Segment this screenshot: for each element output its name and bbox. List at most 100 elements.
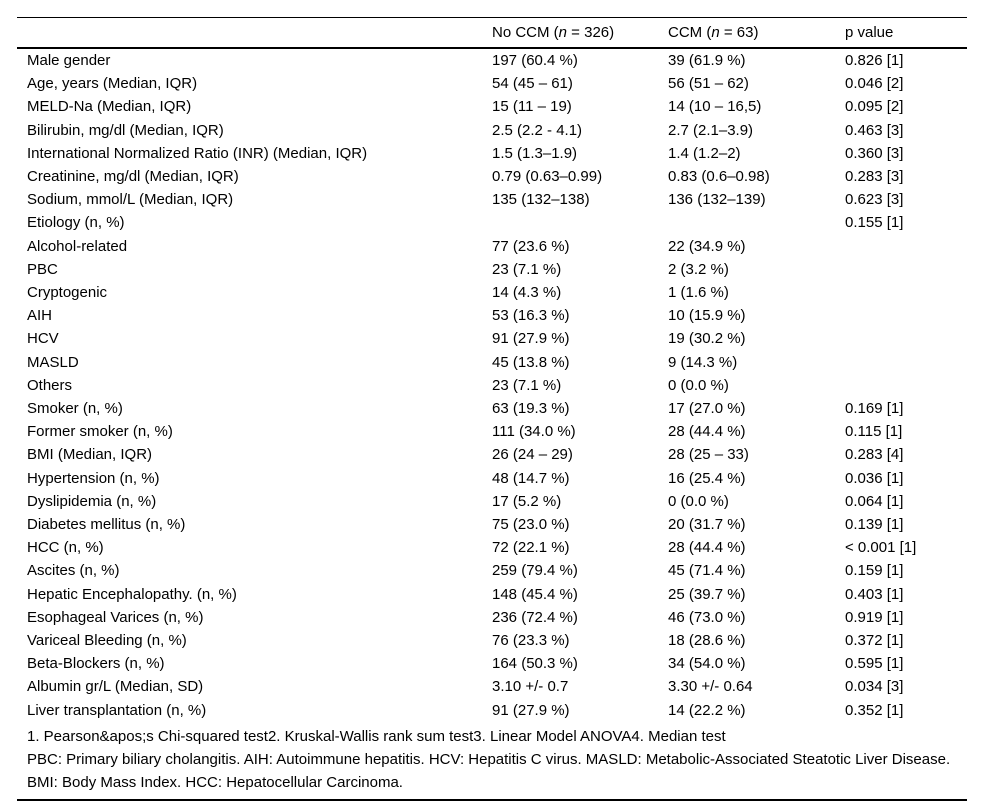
p-value: 0.919 [1] <box>845 608 904 626</box>
no-ccm-value: 48 (14.7 %) <box>492 469 570 487</box>
row-label: Dyslipidemia (n, %) <box>27 492 157 510</box>
p-value: 0.623 [3] <box>845 191 904 209</box>
p-value: 0.403 [1] <box>845 585 904 603</box>
header-ccm-prefix: CCM ( <box>668 24 712 41</box>
no-ccm-value: 72 (22.1 %) <box>492 539 570 557</box>
no-ccm-value: 164 (50.3 %) <box>492 655 578 673</box>
no-ccm-value: 75 (23.0 %) <box>492 516 570 534</box>
table-row: Bilirubin, mg/dl (Median, IQR) 2.5 (2.2 … <box>17 119 967 142</box>
row-label: Diabetes mellitus (n, %) <box>27 516 186 534</box>
ccm-value: 16 (25.4 %) <box>668 469 746 487</box>
table-row: HCV 91 (27.9 %) 19 (30.2 %) <box>17 327 967 350</box>
row-label: Male gender <box>27 52 111 69</box>
p-value: 0.159 [1] <box>845 562 904 580</box>
p-value <box>845 258 967 281</box>
p-value: 0.064 [1] <box>845 492 904 510</box>
header-ccm-n: n <box>711 24 720 41</box>
table-row: MASLD 45 (13.8 %) 9 (14.3 %) <box>17 351 967 374</box>
header-no-ccm: No CCM (n = 326) <box>492 17 668 49</box>
table-row: Etiology (n, %) 0.155 [1] <box>17 211 967 234</box>
row-label: Sodium, mmol/L (Median, IQR) <box>27 191 234 209</box>
table-body: Male gender 197 (60.4 %) 39 (61.9 %) 0.8… <box>17 48 967 722</box>
ccm-value: 1.4 (1.2–2) <box>668 144 741 162</box>
no-ccm-value: 45 (13.8 %) <box>492 353 570 371</box>
p-value: 0.283 [4] <box>845 446 904 464</box>
row-label: Alcohol-related <box>27 237 128 255</box>
table-row: Variceal Bleeding (n, %) 76 (23.3 %) 18 … <box>17 629 967 652</box>
table-row: Male gender 197 (60.4 %) 39 (61.9 %) 0.8… <box>17 48 967 72</box>
table-row: HCC (n, %) 72 (22.1 %) 28 (44.4 %) < 0.0… <box>17 536 967 559</box>
header-empty-cell <box>17 17 492 49</box>
ccm-value: 19 (30.2 %) <box>668 330 746 348</box>
ccm-value: 22 (34.9 %) <box>668 237 746 255</box>
no-ccm-value: 91 (27.9 %) <box>492 330 570 348</box>
no-ccm-value <box>492 211 668 234</box>
ccm-value: 9 (14.3 %) <box>668 353 738 371</box>
ccm-value: 34 (54.0 %) <box>668 655 746 673</box>
row-label: Cryptogenic <box>27 284 108 302</box>
ccm-value: 46 (73.0 %) <box>668 608 746 626</box>
p-value: 0.169 [1] <box>845 400 904 418</box>
table-row: Ascites (n, %) 259 (79.4 %) 45 (71.4 %) … <box>17 559 967 582</box>
p-value: 0.095 [2] <box>845 98 904 116</box>
p-value: 0.463 [3] <box>845 121 904 139</box>
p-value <box>845 351 967 374</box>
no-ccm-value: 23 (7.1 %) <box>492 376 562 394</box>
row-label: Creatinine, mg/dl (Median, IQR) <box>27 168 239 186</box>
table-row: Dyslipidemia (n, %) 17 (5.2 %) 0 (0.0 %)… <box>17 490 967 513</box>
baseline-characteristics-table: No CCM (n = 326) CCM (n = 63) p value Ma… <box>17 17 967 722</box>
no-ccm-value: 26 (24 – 29) <box>492 446 573 464</box>
table-row: Albumin gr/L (Median, SD) 3.10 +/- 0.7 3… <box>17 675 967 698</box>
header-no-ccm-n: n <box>558 24 568 41</box>
footnote-abbreviations: PBC: Primary biliary cholangitis. AIH: A… <box>27 750 951 791</box>
no-ccm-value: 53 (16.3 %) <box>492 307 570 325</box>
row-label: Liver transplantation (n, %) <box>27 701 207 719</box>
ccm-value: 136 (132–139) <box>668 191 766 209</box>
no-ccm-value: 76 (23.3 %) <box>492 632 570 650</box>
table-row: Esophageal Varices (n, %) 236 (72.4 %) 4… <box>17 606 967 629</box>
ccm-value: 0 (0.0 %) <box>668 376 729 394</box>
table-row: BMI (Median, IQR) 26 (24 – 29) 28 (25 – … <box>17 443 967 466</box>
p-value: 0.036 [1] <box>845 469 904 487</box>
table-row: Sodium, mmol/L (Median, IQR) 135 (132–13… <box>17 188 967 211</box>
p-value: 0.155 [1] <box>845 214 904 232</box>
row-label: MASLD <box>27 353 79 371</box>
ccm-value: 17 (27.0 %) <box>668 400 746 418</box>
ccm-value: 14 (22.2 %) <box>668 701 746 719</box>
header-no-ccm-suffix: = 326) <box>567 24 615 41</box>
p-value: 0.139 [1] <box>845 516 904 534</box>
table-row: Former smoker (n, %) 111 (34.0 %) 28 (44… <box>17 420 967 443</box>
ccm-value: 10 (15.9 %) <box>668 307 746 325</box>
p-value <box>845 327 967 350</box>
row-label: Former smoker (n, %) <box>27 423 173 441</box>
row-label: HCV <box>27 330 59 348</box>
p-value: 0.115 [1] <box>845 423 903 441</box>
p-value: 0.034 [3] <box>845 678 904 696</box>
p-value: 0.826 [1] <box>845 52 904 69</box>
table-row: Creatinine, mg/dl (Median, IQR) 0.79 (0.… <box>17 165 967 188</box>
baseline-characteristics-sheet: No CCM (n = 326) CCM (n = 63) p value Ma… <box>17 17 967 801</box>
p-value <box>845 235 967 258</box>
ccm-value: 3.30 +/- 0.64 <box>668 678 753 696</box>
row-label: BMI (Median, IQR) <box>27 446 153 464</box>
ccm-value: 0 (0.0 %) <box>668 492 729 510</box>
table-footnotes: 1. Pearson&apos;s Chi-squared test2. Kru… <box>17 722 967 801</box>
table-row: MELD-Na (Median, IQR) 15 (11 – 19) 14 (1… <box>17 95 967 118</box>
p-value <box>845 304 967 327</box>
no-ccm-value: 111 (34.0 %) <box>492 423 576 441</box>
row-label: Age, years (Median, IQR) <box>27 75 198 93</box>
row-label: AIH <box>27 307 53 325</box>
ccm-value: 2 (3.2 %) <box>668 260 729 278</box>
no-ccm-value: 14 (4.3 %) <box>492 284 562 302</box>
p-value <box>845 374 967 397</box>
ccm-value: 18 (28.6 %) <box>668 632 746 650</box>
row-label: HCC (n, %) <box>27 539 104 557</box>
ccm-value: 25 (39.7 %) <box>668 585 746 603</box>
ccm-value: 28 (25 – 33) <box>668 446 749 464</box>
no-ccm-value: 63 (19.3 %) <box>492 400 570 418</box>
row-label: Beta-Blockers (n, %) <box>27 655 165 673</box>
p-value: 0.372 [1] <box>845 632 904 650</box>
no-ccm-value: 1.5 (1.3–1.9) <box>492 144 578 162</box>
no-ccm-value: 259 (79.4 %) <box>492 562 578 580</box>
no-ccm-value: 15 (11 – 19) <box>492 98 572 116</box>
